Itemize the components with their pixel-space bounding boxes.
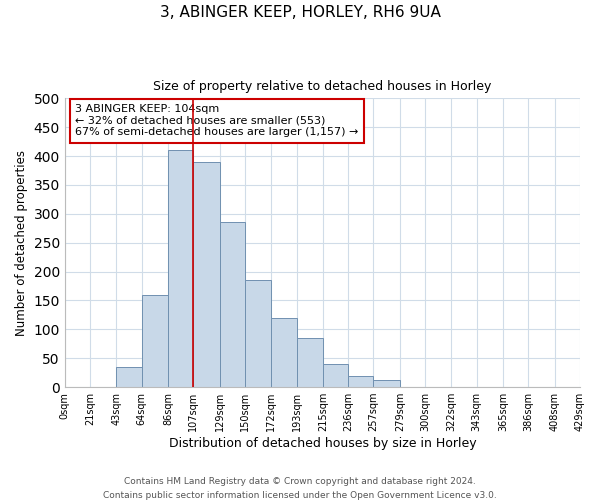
Bar [116, 367, 142, 387]
Bar [348, 376, 373, 387]
Bar [168, 150, 193, 387]
Bar [245, 280, 271, 387]
Bar [142, 294, 168, 387]
Bar [271, 318, 296, 387]
X-axis label: Distribution of detached houses by size in Horley: Distribution of detached houses by size … [169, 437, 476, 450]
Bar [193, 162, 220, 387]
Bar [373, 380, 400, 387]
Bar [323, 364, 348, 387]
Text: 3, ABINGER KEEP, HORLEY, RH6 9UA: 3, ABINGER KEEP, HORLEY, RH6 9UA [160, 5, 440, 20]
Text: 3 ABINGER KEEP: 104sqm
← 32% of detached houses are smaller (553)
67% of semi-de: 3 ABINGER KEEP: 104sqm ← 32% of detached… [75, 104, 358, 138]
Text: Contains HM Land Registry data © Crown copyright and database right 2024.
Contai: Contains HM Land Registry data © Crown c… [103, 478, 497, 500]
Y-axis label: Number of detached properties: Number of detached properties [15, 150, 28, 336]
Bar [296, 338, 323, 387]
Title: Size of property relative to detached houses in Horley: Size of property relative to detached ho… [153, 80, 491, 93]
Bar [220, 222, 245, 387]
